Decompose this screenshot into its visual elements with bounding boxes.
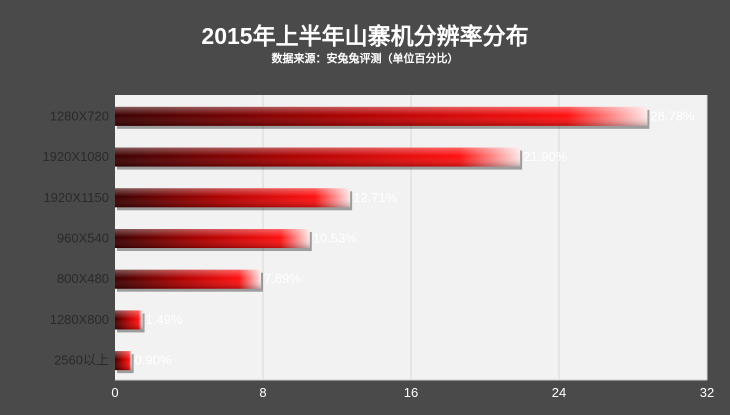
value-label: 12.71% bbox=[353, 190, 398, 205]
category-label: 1920X1080 bbox=[42, 149, 109, 164]
bars bbox=[115, 106, 650, 374]
category-label: 1920X1150 bbox=[43, 190, 109, 205]
category-label: 960X540 bbox=[57, 231, 109, 246]
value-label: 7.89% bbox=[264, 271, 301, 286]
bar-shine bbox=[115, 147, 521, 167]
value-label: 10.53% bbox=[313, 231, 358, 246]
x-tick-label: 8 bbox=[259, 385, 266, 400]
x-tick-label: 32 bbox=[700, 385, 714, 400]
bar-shine bbox=[115, 106, 648, 126]
category-label: 1280X800 bbox=[50, 312, 109, 327]
value-labels: 28.78% 21.90% 12.71% 10.53% 7.89% 1.49% 0.90% bbox=[135, 108, 695, 367]
value-label: 21.90% bbox=[523, 149, 568, 164]
value-label: 28.78% bbox=[650, 108, 695, 123]
chart-title: 2015年上半年山寨机分辨率分布 bbox=[201, 23, 528, 49]
chart-subtitle: 数据来源：安兔兔评测（单位百分比） bbox=[272, 51, 459, 65]
x-tick-label: 0 bbox=[111, 385, 118, 400]
category-labels: 1280X720 1920X1080 1920X1150 960X540 800X480… bbox=[42, 108, 109, 367]
value-label: 0.90% bbox=[135, 353, 172, 368]
bar-shine bbox=[115, 229, 310, 248]
x-tick-labels: 0 8 16 24 32 bbox=[111, 385, 714, 400]
category-label: 800X480 bbox=[57, 271, 109, 286]
x-tick-label: 24 bbox=[552, 385, 566, 400]
value-label: 1.49% bbox=[146, 312, 183, 327]
x-tick-label: 16 bbox=[404, 385, 418, 400]
bar-shine bbox=[115, 269, 261, 289]
bar-shine bbox=[115, 351, 132, 371]
bar-shine bbox=[115, 188, 351, 208]
category-label: 1280X720 bbox=[50, 108, 109, 123]
bar-shine bbox=[115, 310, 143, 330]
category-label: 2560以上 bbox=[54, 353, 109, 368]
